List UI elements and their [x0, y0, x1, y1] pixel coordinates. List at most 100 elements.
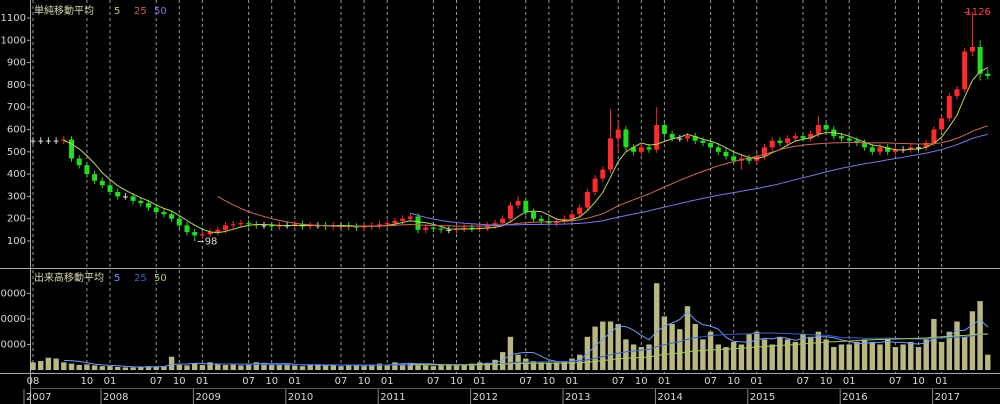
candle-body — [623, 129, 629, 148]
volume-bar — [500, 352, 506, 370]
x-tick-label: 10 — [173, 376, 186, 387]
candle-body — [962, 51, 968, 90]
volume-bar — [384, 364, 390, 370]
volume-bar — [823, 339, 829, 370]
candle-body — [523, 200, 529, 213]
volume-bar — [45, 357, 52, 370]
volume-bar — [353, 365, 360, 370]
volume-bar — [561, 361, 567, 370]
candle-body — [939, 118, 945, 130]
volume-bar — [399, 363, 406, 370]
volume-bar — [831, 347, 837, 370]
candle-body — [469, 227, 475, 229]
y-tick-label: 800 — [7, 80, 26, 91]
volume-bar — [438, 364, 444, 370]
x-tick-label: 01 — [196, 376, 209, 387]
volume-bar — [130, 367, 136, 370]
x-tick-label: 01 — [935, 376, 948, 387]
legend-entry: 50 — [154, 273, 167, 284]
volume-bar — [938, 341, 945, 370]
candle-body — [946, 96, 952, 119]
x-tick-label: 07 — [704, 376, 717, 387]
candle-body — [592, 178, 598, 192]
year-label: 2012 — [473, 392, 498, 403]
y-tick-label: 1000 — [1, 35, 26, 46]
candle-body — [69, 139, 74, 159]
volume-bar — [777, 336, 783, 370]
volume-bar — [307, 364, 313, 370]
volume-bar — [800, 334, 806, 370]
y-tick-label: 100 — [7, 236, 26, 247]
volume-bar — [523, 358, 529, 370]
candle-body — [261, 225, 267, 227]
candle-body — [823, 125, 829, 130]
candle-body — [507, 205, 513, 219]
volume-bar — [977, 301, 983, 370]
volume-bar — [530, 361, 537, 370]
volume-bar — [784, 339, 791, 370]
legend-entry: 50 — [154, 6, 167, 17]
x-tick-label: 10 — [81, 376, 94, 387]
volume-bar — [854, 341, 860, 370]
year-label: 2015 — [750, 392, 775, 403]
candle-body — [446, 229, 452, 231]
year-label: 2010 — [288, 392, 313, 403]
volume-bar — [707, 331, 714, 370]
volume-bar — [30, 362, 36, 370]
candle-body — [877, 147, 883, 152]
volume-bar — [969, 311, 976, 370]
candle-body — [762, 147, 767, 157]
x-tick-label: 01 — [288, 376, 301, 387]
candle-body — [723, 151, 729, 157]
volume-bar — [738, 344, 745, 370]
candle-body — [146, 203, 151, 208]
candle-body — [276, 225, 282, 227]
volume-bar — [592, 326, 598, 370]
candle-body — [515, 200, 521, 206]
high-label: 1126 — [965, 7, 990, 18]
volume-bar — [769, 344, 775, 370]
volume-bar — [461, 364, 467, 370]
volume-bar — [215, 363, 221, 370]
x-tick-label: 10 — [358, 376, 371, 387]
moving-average-line — [63, 67, 989, 234]
x-tick-label: 10 — [727, 376, 740, 387]
candle-body — [438, 228, 444, 230]
volume-bar — [715, 344, 721, 370]
volume-bar — [222, 364, 229, 370]
volume-bar — [746, 334, 752, 370]
x-tick-label: 10 — [912, 376, 925, 387]
x-tick-label: 10 — [265, 376, 278, 387]
candle-body — [531, 212, 536, 219]
volume-bar — [877, 344, 883, 370]
candle-body — [76, 158, 82, 166]
volume-bar — [623, 339, 629, 370]
x-tick-label: 01 — [566, 376, 579, 387]
volume-bar — [808, 336, 814, 370]
x-tick-label: 01 — [843, 376, 856, 387]
candle-body — [115, 191, 121, 197]
x-tick-label: 10 — [635, 376, 648, 387]
volume-bar — [176, 364, 182, 370]
volume-bar — [669, 324, 675, 370]
candle-body — [238, 223, 244, 225]
moving-average-line — [410, 133, 988, 226]
candle-body — [700, 140, 706, 143]
candle-body — [407, 216, 413, 219]
candle-body — [815, 125, 821, 134]
x-tick-label: 07 — [519, 376, 532, 387]
volume-bar — [168, 356, 175, 370]
candle-body — [138, 200, 144, 204]
legend-entry: 25 — [134, 273, 147, 284]
volume-bar — [908, 341, 914, 370]
volume-bar — [538, 362, 544, 370]
candle-body — [715, 147, 721, 152]
volume-bar — [869, 341, 875, 370]
candle-body — [908, 147, 914, 150]
candle-body — [777, 140, 783, 143]
candle-body — [61, 139, 67, 141]
candle-body — [84, 165, 90, 175]
volume-bar — [507, 336, 514, 370]
